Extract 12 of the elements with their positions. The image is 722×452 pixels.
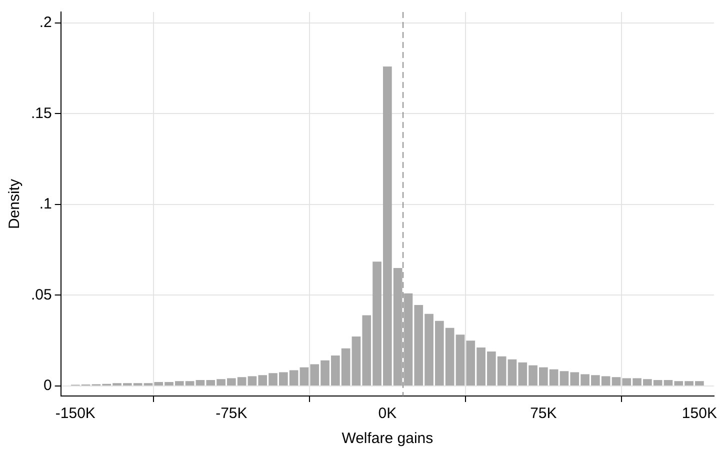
y-tick-label: .05 — [30, 286, 52, 304]
x-tick-label: 150K — [682, 405, 717, 422]
y-tick-label: 0 — [44, 377, 52, 394]
y-tick-label: .2 — [39, 14, 52, 32]
x-axis-title: Welfare gains — [342, 430, 434, 448]
y-axis-title: Density — [6, 178, 24, 230]
x-tick-label: 75K — [530, 405, 557, 422]
y-tick-label: .1 — [39, 196, 52, 213]
x-tick-label: 0K — [378, 405, 397, 422]
x-tick-label: -75K — [216, 405, 248, 422]
y-tick-label: .15 — [30, 104, 52, 122]
x-tick-label: -150K — [55, 405, 96, 422]
